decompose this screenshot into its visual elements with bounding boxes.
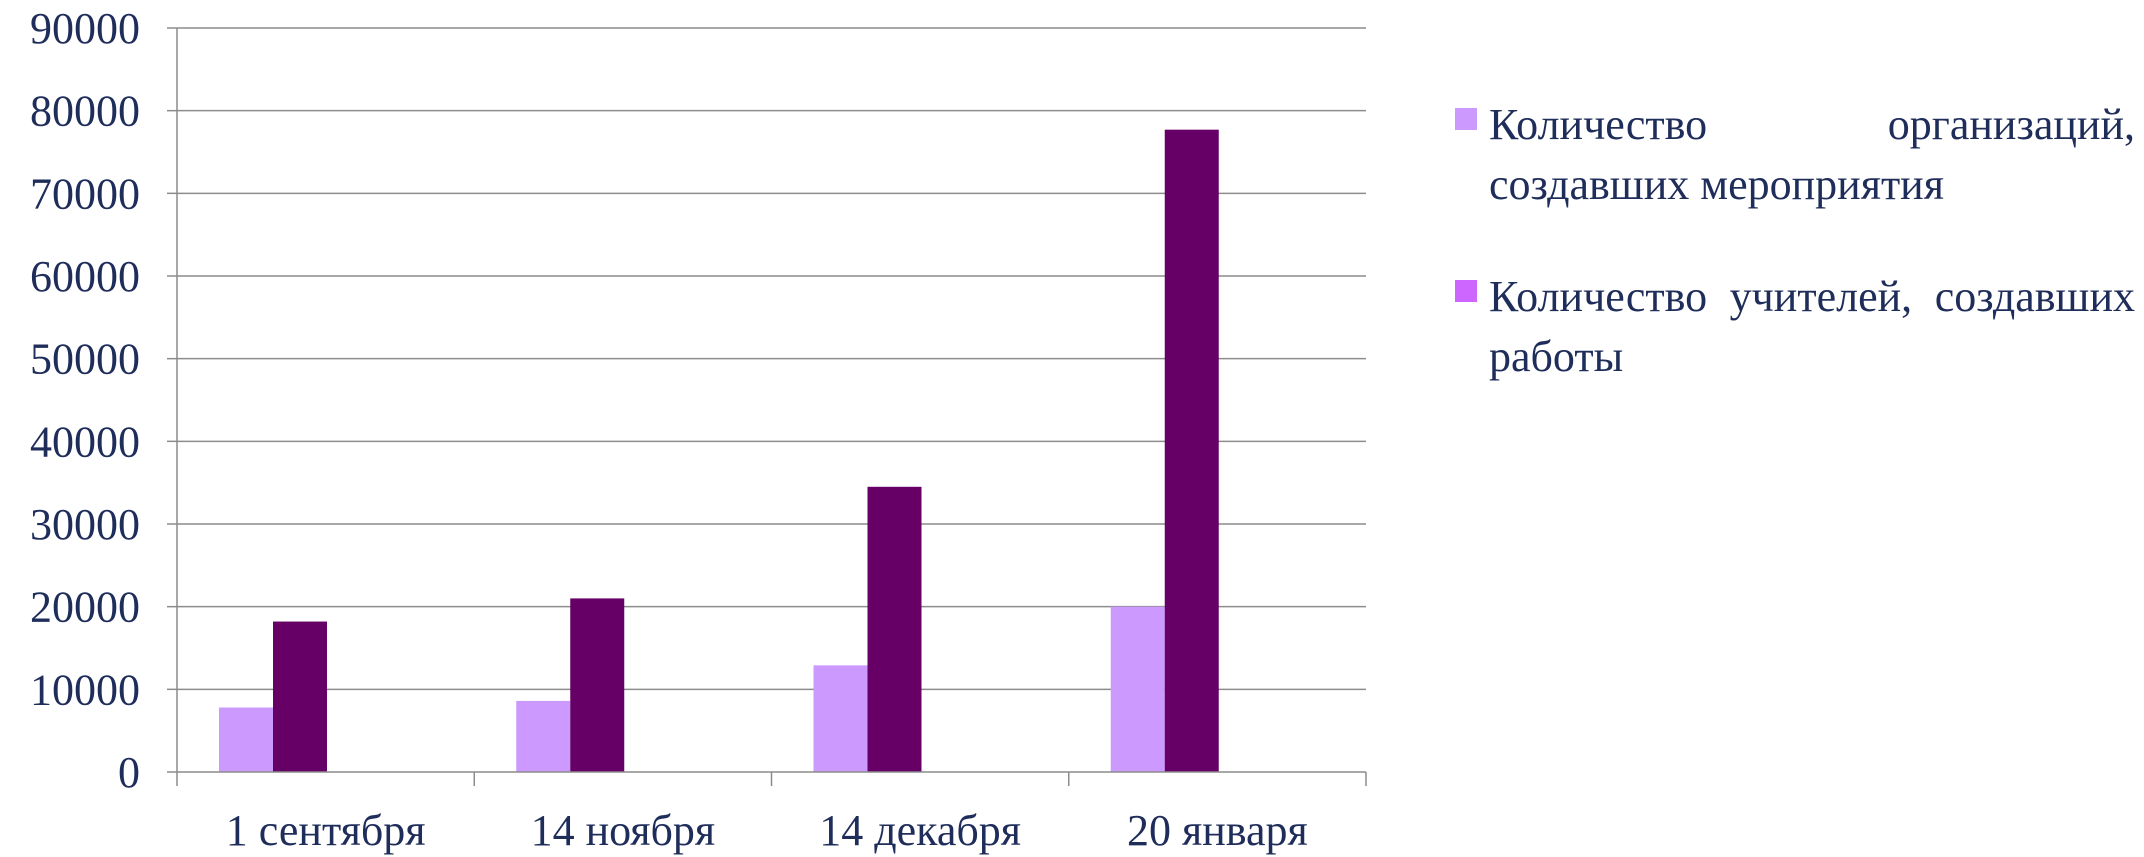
y-tick-label: 0: [118, 748, 140, 797]
y-tick-label: 60000: [30, 252, 140, 301]
y-tick-label: 10000: [30, 665, 140, 714]
bar: [516, 700, 571, 772]
legend-label: Количество организаций, создавших меропр…: [1489, 100, 2135, 209]
x-tick-label: 14 декабря: [819, 806, 1021, 855]
legend: Количество организаций, создавших меропр…: [1455, 95, 2135, 439]
y-tick-label: 20000: [30, 583, 140, 632]
x-tick-labels: 1 сентября 14 ноября 14 декабря 20 января: [226, 806, 1308, 855]
y-tick-labels: 0 10000 20000 30000 40000 50000 60000 70000 8000…: [30, 4, 140, 797]
x-tick-label: 20 января: [1127, 806, 1308, 855]
y-tick-label: 80000: [30, 87, 140, 136]
y-tick-label: 70000: [30, 169, 140, 218]
y-tick-label: 30000: [30, 500, 140, 549]
legend-swatch: [1455, 280, 1477, 302]
x-tick-label: 14 ноября: [531, 806, 716, 855]
bar-chart: 0 10000 20000 30000 40000 50000 60000 70000 8000…: [30, 4, 1367, 855]
y-tick-label: 40000: [30, 417, 140, 466]
bar: [219, 707, 273, 772]
x-tick-label: 1 сентября: [226, 806, 426, 855]
legend-swatch: [1455, 108, 1477, 130]
bar: [867, 486, 922, 772]
legend-item-organizations: Количество организаций, создавших меропр…: [1455, 95, 2135, 215]
y-tick-label: 90000: [30, 4, 140, 53]
bar: [1164, 129, 1219, 772]
bar: [1110, 606, 1165, 772]
y-tick-label: 50000: [30, 335, 140, 384]
bar: [273, 621, 327, 772]
axes: [176, 28, 1367, 786]
bars: [219, 129, 1219, 772]
bar: [813, 665, 868, 772]
legend-item-teachers: Количество учителей, создавших работы: [1455, 267, 2135, 387]
bar: [570, 598, 625, 772]
legend-label: Количество учителей, создавших работы: [1489, 272, 2135, 381]
